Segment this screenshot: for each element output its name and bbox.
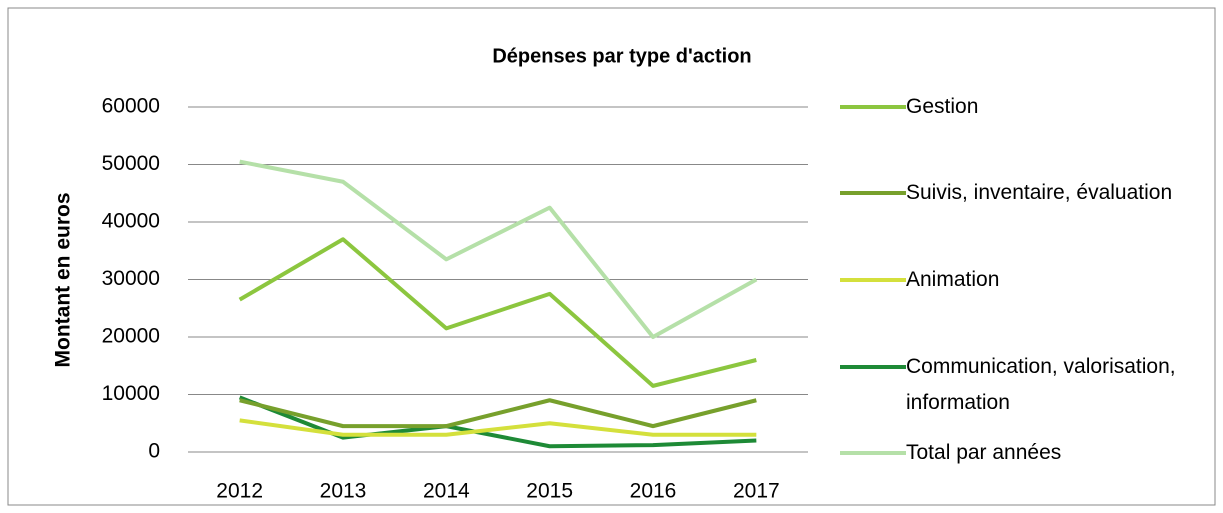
y-tick-label: 10000: [102, 382, 160, 405]
y-tick-label: 50000: [102, 152, 160, 175]
x-tick-label: 2014: [423, 480, 470, 503]
y-tick-label: 0: [148, 440, 160, 463]
legend-label: Total par années: [906, 441, 1062, 464]
y-tick-label: 40000: [102, 210, 160, 233]
legend-label: Communication, valorisation, information: [906, 355, 1176, 414]
legend-label: Animation: [906, 268, 1000, 291]
y-axis-label: Montant en euros: [52, 192, 75, 367]
x-tick-label: 2015: [526, 480, 573, 503]
chart-border: [7, 7, 1216, 506]
chart-title: Dépenses par type d'action: [492, 45, 751, 67]
series-line: [239, 418, 757, 437]
series-line: [239, 159, 758, 339]
x-tick-label: 2012: [216, 480, 263, 503]
y-tick-label: 60000: [102, 95, 160, 118]
x-tick-label: 2017: [733, 480, 780, 503]
series-line: [239, 398, 757, 429]
x-tick-label: 2016: [630, 480, 677, 503]
legend-label: Suivis, inventaire, évaluation: [906, 181, 1173, 204]
y-tick-label: 30000: [102, 267, 160, 290]
x-tick-label: 2013: [320, 480, 367, 503]
legend-label: Gestion: [906, 95, 979, 118]
series-line: [238, 237, 757, 388]
y-tick-label: 20000: [102, 325, 160, 348]
